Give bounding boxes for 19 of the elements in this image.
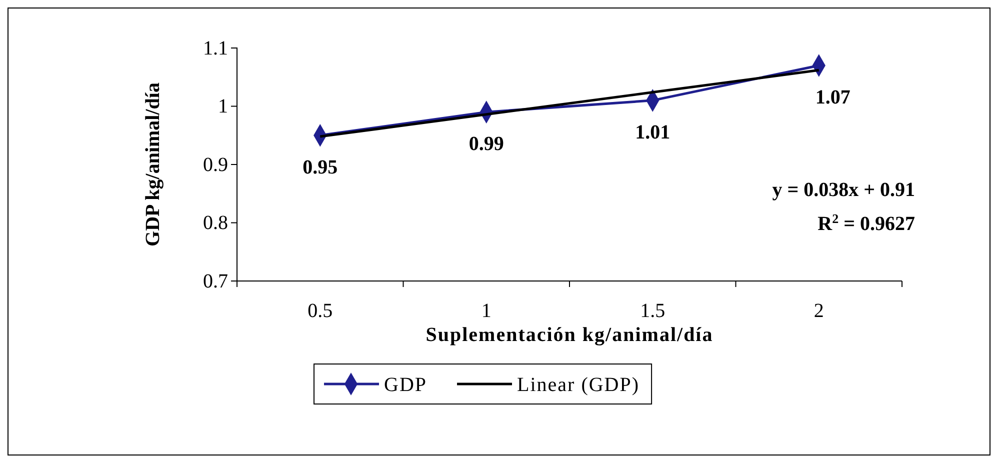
legend-label: GDP xyxy=(384,374,428,396)
annotation: y = 0.038x + 0.91 xyxy=(772,179,915,201)
data-label: 1.01 xyxy=(635,121,670,144)
x-tick-label: 2 xyxy=(814,300,824,322)
data-label: 0.99 xyxy=(468,133,504,156)
y-tick-label: 0.8 xyxy=(203,212,228,234)
legend-label: Linear (GDP) xyxy=(517,374,640,396)
data-label: 0.95 xyxy=(302,156,338,178)
y-tick-label: 0.9 xyxy=(203,154,228,176)
y-axis-title: GDP kg/animal/día xyxy=(142,82,164,246)
y-tick-label: 0.7 xyxy=(203,270,228,292)
x-axis-title: Suplementación kg/animal/día xyxy=(426,324,714,346)
y-tick-label: 1.1 xyxy=(203,37,228,60)
annotation: R$^{2}$ = 0.9627 xyxy=(818,210,915,235)
x-tick-label: 1 xyxy=(481,300,492,322)
x-tick-label: 1.5 xyxy=(640,300,666,322)
x-tick-label: 0.5 xyxy=(308,300,333,322)
data-label: 1.07 xyxy=(815,86,850,108)
y-tick-label: 1 xyxy=(218,96,228,118)
